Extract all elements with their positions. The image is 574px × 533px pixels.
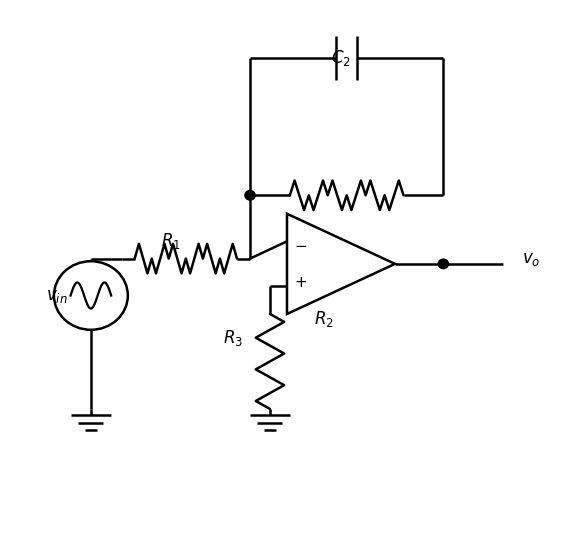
Text: $+$: $+$ — [294, 276, 308, 290]
Circle shape — [245, 191, 255, 200]
Text: $R_1$: $R_1$ — [161, 231, 180, 251]
Text: $R_3$: $R_3$ — [223, 328, 243, 348]
Text: $C_2$: $C_2$ — [331, 48, 351, 68]
Text: $R_2$: $R_2$ — [314, 309, 334, 329]
Text: $v_{in}$: $v_{in}$ — [46, 287, 68, 304]
Circle shape — [438, 259, 448, 269]
Text: $v_o$: $v_o$ — [522, 249, 541, 268]
Text: $-$: $-$ — [294, 237, 308, 252]
